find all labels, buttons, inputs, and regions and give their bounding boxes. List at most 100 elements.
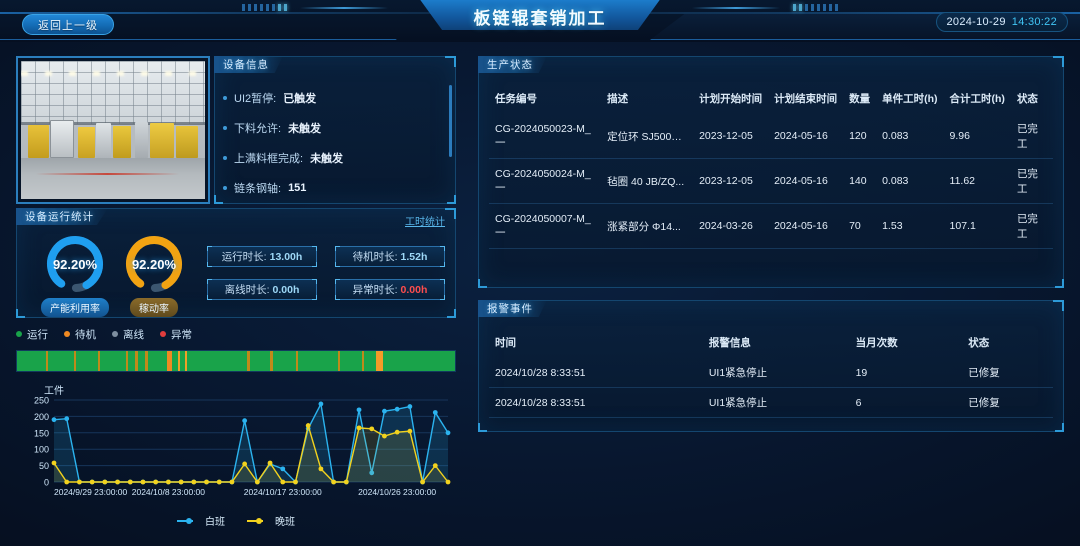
cell-total_hours: 11.62 bbox=[943, 158, 1011, 204]
timeline-segment bbox=[295, 351, 299, 371]
column-header: 状态 bbox=[1016, 93, 1038, 105]
legend-label: 离线 bbox=[123, 328, 144, 341]
chart-data-point bbox=[229, 479, 235, 485]
gauge-label: 产能利用率 bbox=[41, 298, 109, 317]
chart-legend-day-shift[interactable]: 白班 bbox=[177, 513, 225, 528]
legend-dot-icon bbox=[186, 517, 192, 524]
column-header: 单件工时(h) bbox=[882, 93, 938, 105]
cell-start: 2023-12-05 bbox=[693, 158, 769, 204]
machine-unit bbox=[78, 127, 95, 158]
legend-swatch-icon bbox=[64, 331, 70, 337]
timeline-segment bbox=[46, 351, 49, 371]
legend-line-icon bbox=[177, 519, 193, 522]
timeline-segment bbox=[340, 351, 362, 371]
chart-data-point bbox=[407, 404, 413, 409]
workpiece-trend-chart: 工件 0 50 100 150 200 250 2024/9/29 23:00:00 2024… bbox=[16, 382, 456, 530]
chart-data-point bbox=[432, 410, 438, 415]
stat-offline-duration: 离线时长: 0.00h bbox=[207, 279, 317, 300]
column-header: 当月次数 bbox=[855, 337, 898, 349]
clock: 2024-10-29 14:30:22 bbox=[935, 12, 1068, 32]
chart-y-tick: 250 bbox=[34, 396, 49, 406]
alarm-events-title: 报警事件 bbox=[478, 300, 547, 317]
column-header: 计划结束时间 bbox=[774, 93, 838, 105]
machine-unit bbox=[175, 125, 198, 158]
equipment-item-value: 未触发 bbox=[288, 123, 322, 135]
legend-label: 异常 bbox=[171, 328, 192, 341]
table-row[interactable]: CG-2024050007-M_一 涨紧部分 Φ14... 2024-03-26 20… bbox=[489, 203, 1053, 249]
cell-status: 已修复 bbox=[962, 358, 1053, 388]
factory-floor bbox=[21, 157, 205, 199]
list-item: 链条钢轴: 151 bbox=[223, 173, 445, 197]
page-title: 板链辊套销加工 bbox=[473, 9, 607, 28]
timeline-segment bbox=[184, 351, 187, 371]
status-legend: 运行 待机 离线 异常 bbox=[16, 326, 456, 342]
table-header-row: 任务编号 描述 计划开始时间 计划结束时间 数量 单件工时(h) 合计工时(h) 状态 bbox=[489, 83, 1053, 114]
chart-x-tick: 2024/9/29 23:00:00 bbox=[54, 487, 128, 497]
chart-data-point bbox=[242, 461, 248, 467]
gauge-value: 92.20% bbox=[131, 256, 177, 272]
timeline-segment bbox=[73, 351, 76, 371]
table-row[interactable]: 2024/10/28 8:33:51 UI1紧急停止 6 已修复 bbox=[489, 387, 1053, 418]
timeline-segment bbox=[298, 351, 339, 371]
table-row[interactable]: CG-2024050024-M_一 毡圈 40 JB/ZQ... 2023-12-0… bbox=[489, 158, 1053, 204]
table-row[interactable]: CG-2024050023-M_一 定位环 SJ500H... 2023-12-05… bbox=[489, 114, 1053, 159]
equipment-item-value: 未触发 bbox=[310, 153, 344, 165]
timeline-segment bbox=[97, 351, 100, 371]
machine-unit bbox=[149, 123, 174, 158]
header-bevel-left bbox=[0, 14, 430, 40]
chart-data-point bbox=[318, 401, 324, 407]
chart-data-point bbox=[204, 479, 209, 485]
column-header: 合计工时(h) bbox=[949, 93, 1005, 105]
machine-unit bbox=[135, 121, 148, 158]
work-hours-stats-link[interactable]: 工时统计 bbox=[405, 217, 445, 228]
camera-feed-panel[interactable] bbox=[16, 56, 210, 204]
timeline-segment bbox=[147, 351, 168, 371]
chart-legend-night-shift[interactable]: 晚班 bbox=[247, 513, 295, 528]
clock-date: 2024-10-29 bbox=[946, 16, 1006, 28]
legend-line-icon bbox=[247, 519, 263, 522]
chart-y-tick: 200 bbox=[34, 412, 49, 422]
chart-data-point bbox=[191, 479, 197, 485]
legend-item-idle: 待机 bbox=[64, 327, 96, 342]
table-row[interactable]: 2024/10/28 8:33:51 UI1紧急停止 19 已修复 bbox=[489, 358, 1053, 388]
column-header: 时间 bbox=[495, 337, 516, 349]
legend-swatch-icon bbox=[160, 331, 166, 337]
timeline-segment bbox=[137, 351, 145, 371]
timeline-segment bbox=[270, 351, 273, 371]
chart-data-point bbox=[407, 428, 413, 434]
timeline-segment bbox=[383, 351, 455, 371]
stat-key: 待机时长: bbox=[352, 251, 398, 263]
chart-data-point bbox=[280, 479, 286, 485]
chart-data-point bbox=[102, 479, 108, 485]
cell-desc: 涨紧部分 Φ14... bbox=[601, 203, 694, 249]
back-button[interactable]: 返回上一级 bbox=[22, 14, 114, 35]
gauge-dial: 92.20% bbox=[44, 233, 106, 295]
timeline-segment bbox=[361, 351, 365, 371]
chart-y-tick: 150 bbox=[34, 428, 49, 438]
header-ticks-left bbox=[242, 4, 287, 11]
equipment-info-panel: 设备信息 UI2暂停: 已触发 下料允许: 未触发 上满料框完成: 未触发 链条… bbox=[214, 56, 456, 204]
equipment-item-key: 上满料框完成: bbox=[234, 153, 304, 165]
cell-count: 19 bbox=[849, 358, 963, 388]
chart-data-point bbox=[382, 408, 387, 414]
legend-label: 待机 bbox=[75, 328, 96, 341]
stat-value: 0.00h bbox=[400, 283, 428, 296]
timeline-segment bbox=[126, 351, 129, 371]
status-timeline[interactable] bbox=[16, 350, 456, 372]
chart-data-point bbox=[445, 430, 451, 436]
equipment-info-scrollbar[interactable] bbox=[449, 85, 452, 157]
table-body: 2024/10/28 8:33:51 UI1紧急停止 19 已修复 2024/10/28… bbox=[489, 358, 1053, 418]
cell-count: 6 bbox=[849, 387, 963, 418]
app-header: 板链辊套销加工 返回上一级 2024-10-29 14:30:22 bbox=[0, 0, 1080, 42]
bullet-icon bbox=[223, 126, 227, 130]
cell-unit_hours: 0.083 bbox=[876, 158, 944, 204]
cell-desc: 定位环 SJ500H... bbox=[601, 114, 694, 159]
chart-data-point bbox=[115, 479, 120, 485]
machine-unit bbox=[50, 120, 75, 158]
timeline-segment bbox=[180, 351, 185, 371]
alarm-table: 时间 报警信息 当月次数 状态 2024/10/28 8:33:51 UI1紧急停止 19… bbox=[489, 327, 1053, 418]
chart-data-point bbox=[445, 479, 451, 485]
timeline-segment bbox=[376, 351, 383, 371]
legend-label: 白班 bbox=[205, 517, 225, 528]
bullet-icon bbox=[223, 156, 227, 160]
